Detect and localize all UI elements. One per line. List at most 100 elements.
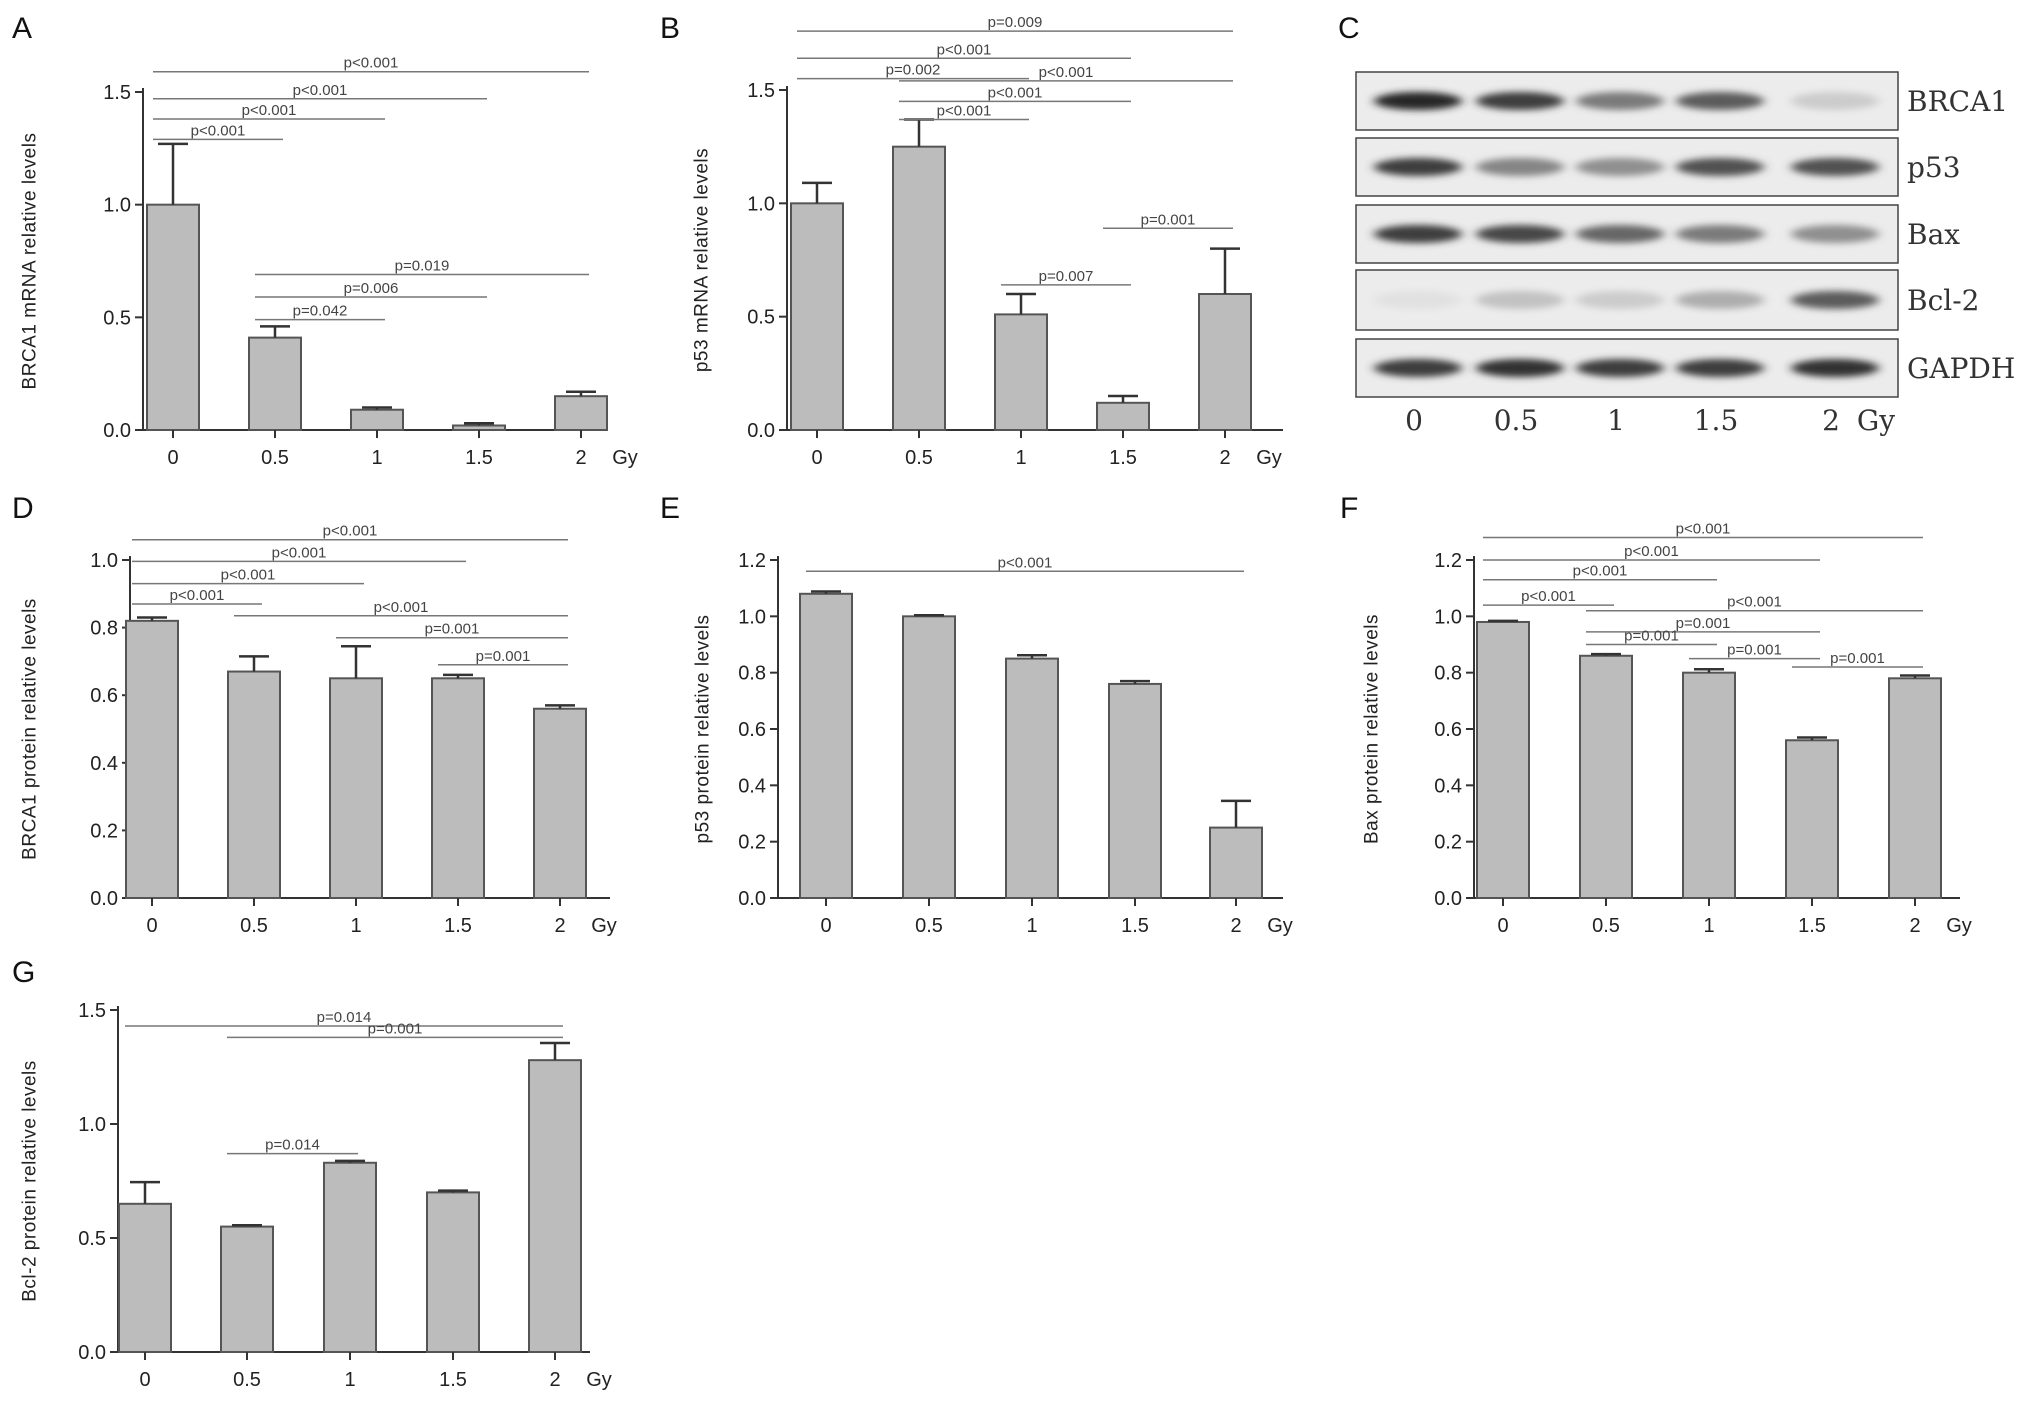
x-tick-label: 0 bbox=[811, 447, 822, 469]
bar bbox=[452, 424, 506, 432]
significance-label: p<0.001 bbox=[1624, 543, 1679, 560]
chart-panel-a: A 0.0 0.5 1.0 1.5 BRCA1 mRNA relative levels 0… bbox=[12, 12, 638, 469]
y-tick-label: 0.0 bbox=[747, 420, 775, 442]
chart-panel-e: E 0.0 0.2 0.4 0.6 0.8 1.0 1.2 p53 protein relati… bbox=[660, 492, 1293, 937]
x-tick-label: 1.5 bbox=[1798, 915, 1826, 937]
blot-row-label: GAPDH bbox=[1907, 352, 2015, 385]
y-tick-label: 0.8 bbox=[1434, 663, 1462, 685]
bar bbox=[902, 615, 956, 899]
blot-row-label: Bax bbox=[1907, 218, 1960, 251]
bar bbox=[1108, 682, 1162, 900]
significance-label: p<0.001 bbox=[221, 567, 276, 584]
significance-label: p=0.014 bbox=[317, 1009, 372, 1026]
x-tick-label: 0 bbox=[1497, 915, 1508, 937]
blot-band bbox=[1476, 225, 1564, 243]
significance-label: p=0.001 bbox=[425, 621, 480, 638]
bar bbox=[323, 1161, 377, 1354]
significance-label: p=0.006 bbox=[344, 280, 399, 297]
significance-label: p<0.001 bbox=[272, 544, 327, 561]
blot-band bbox=[1676, 158, 1764, 176]
y-tick-label: 0.8 bbox=[738, 663, 766, 685]
x-tick-label: 1 bbox=[350, 915, 361, 937]
significance-label: p<0.001 bbox=[1573, 563, 1628, 580]
x-tick-label: 2 bbox=[1230, 915, 1241, 937]
x-tick-label: 0.5 bbox=[1592, 915, 1620, 937]
x-tick-label: 1 bbox=[1015, 447, 1026, 469]
y-tick-label: 0.6 bbox=[1434, 719, 1462, 741]
bar bbox=[350, 408, 404, 432]
y-tick-label: 0.4 bbox=[738, 775, 766, 797]
panel-letter: F bbox=[1340, 492, 1358, 525]
blot-band bbox=[1576, 158, 1664, 176]
x-tick-label: 1.5 bbox=[439, 1369, 467, 1391]
significance-label: p<0.001 bbox=[1039, 64, 1094, 81]
significance-label: p=0.002 bbox=[886, 62, 941, 79]
y-tick-label: 1.0 bbox=[90, 550, 118, 572]
blot-band bbox=[1576, 225, 1664, 243]
x-tick-label: 2 bbox=[1219, 447, 1230, 469]
y-tick-label: 0.2 bbox=[738, 832, 766, 854]
x-tick-label: 0.5 bbox=[261, 447, 289, 469]
chart-panel-g: G 0.0 0.5 1.0 1.5 Bcl-2 protein relative leve… bbox=[12, 956, 612, 1391]
panel-letter: C bbox=[1338, 12, 1360, 45]
y-axis-label: BRCA1 protein relative levels bbox=[20, 598, 41, 860]
x-tick-label: 0 bbox=[146, 915, 157, 937]
blot-band bbox=[1791, 359, 1879, 377]
y-tick-label: 0.0 bbox=[738, 888, 766, 910]
blot-band bbox=[1676, 359, 1764, 377]
x-unit-label: Gy bbox=[1946, 915, 1972, 937]
significance-label: p<0.001 bbox=[937, 41, 992, 58]
y-tick-label: 0.8 bbox=[90, 618, 118, 640]
y-axis-label: Bcl-2 protein relative levels bbox=[20, 1060, 41, 1302]
panel-letter: G bbox=[12, 956, 35, 989]
panel-letter: A bbox=[12, 12, 32, 45]
x-tick-label: 0.5 bbox=[240, 915, 268, 937]
blot-band bbox=[1576, 359, 1664, 377]
blot-band bbox=[1374, 291, 1462, 309]
significance-label: p=0.001 bbox=[1624, 628, 1679, 645]
x-tick-label: 2 bbox=[549, 1369, 560, 1391]
blot-band bbox=[1576, 92, 1664, 110]
x-tick-label: 0 bbox=[167, 447, 178, 469]
y-tick-label: 1.0 bbox=[78, 1114, 106, 1136]
significance-label: p<0.001 bbox=[191, 122, 246, 139]
bar bbox=[118, 1202, 172, 1354]
blot-row-bax: Bax bbox=[1355, 204, 1960, 264]
bar bbox=[1096, 401, 1150, 431]
bar bbox=[125, 619, 179, 900]
blot-band bbox=[1476, 291, 1564, 309]
significance-label: p=0.001 bbox=[1141, 211, 1196, 228]
y-tick-label: 0.2 bbox=[90, 820, 118, 842]
blot-band bbox=[1791, 92, 1879, 110]
panel-letter: E bbox=[660, 492, 680, 525]
blot-band bbox=[1476, 158, 1564, 176]
bar bbox=[1209, 826, 1263, 899]
blot-row-brca1: BRCA1 bbox=[1355, 71, 2008, 131]
bar bbox=[146, 203, 200, 431]
bar bbox=[1005, 657, 1059, 899]
blot-row-p53: p53 bbox=[1355, 137, 1961, 197]
x-tick-label: 2 bbox=[554, 915, 565, 937]
y-tick-label: 1.0 bbox=[747, 193, 775, 215]
blot-lane-label: 1.5 bbox=[1694, 404, 1739, 437]
blot-band bbox=[1791, 225, 1879, 243]
bar bbox=[790, 202, 844, 431]
y-tick-label: 1.2 bbox=[1434, 550, 1462, 572]
y-axis-label: Bax protein relative levels bbox=[1362, 614, 1383, 844]
x-unit-label: Gy bbox=[1256, 447, 1282, 469]
y-tick-label: 1.2 bbox=[738, 550, 766, 572]
bar bbox=[1888, 677, 1942, 899]
y-tick-label: 0.2 bbox=[1434, 832, 1462, 854]
significance-label: p<0.001 bbox=[1727, 594, 1782, 611]
x-tick-label: 1 bbox=[1026, 915, 1037, 937]
y-tick-label: 0.5 bbox=[747, 307, 775, 329]
significance-label: p=0.001 bbox=[476, 648, 531, 665]
significance-label: p<0.001 bbox=[1676, 520, 1731, 537]
x-tick-label: 2 bbox=[575, 447, 586, 469]
blot-band bbox=[1676, 225, 1764, 243]
blot-band bbox=[1791, 158, 1879, 176]
y-axis-label: BRCA1 mRNA relative levels bbox=[20, 133, 41, 390]
charts-layer: A 0.0 0.5 1.0 1.5 BRCA1 mRNA relative levels 0… bbox=[12, 12, 1972, 1391]
y-tick-label: 0.5 bbox=[103, 307, 131, 329]
